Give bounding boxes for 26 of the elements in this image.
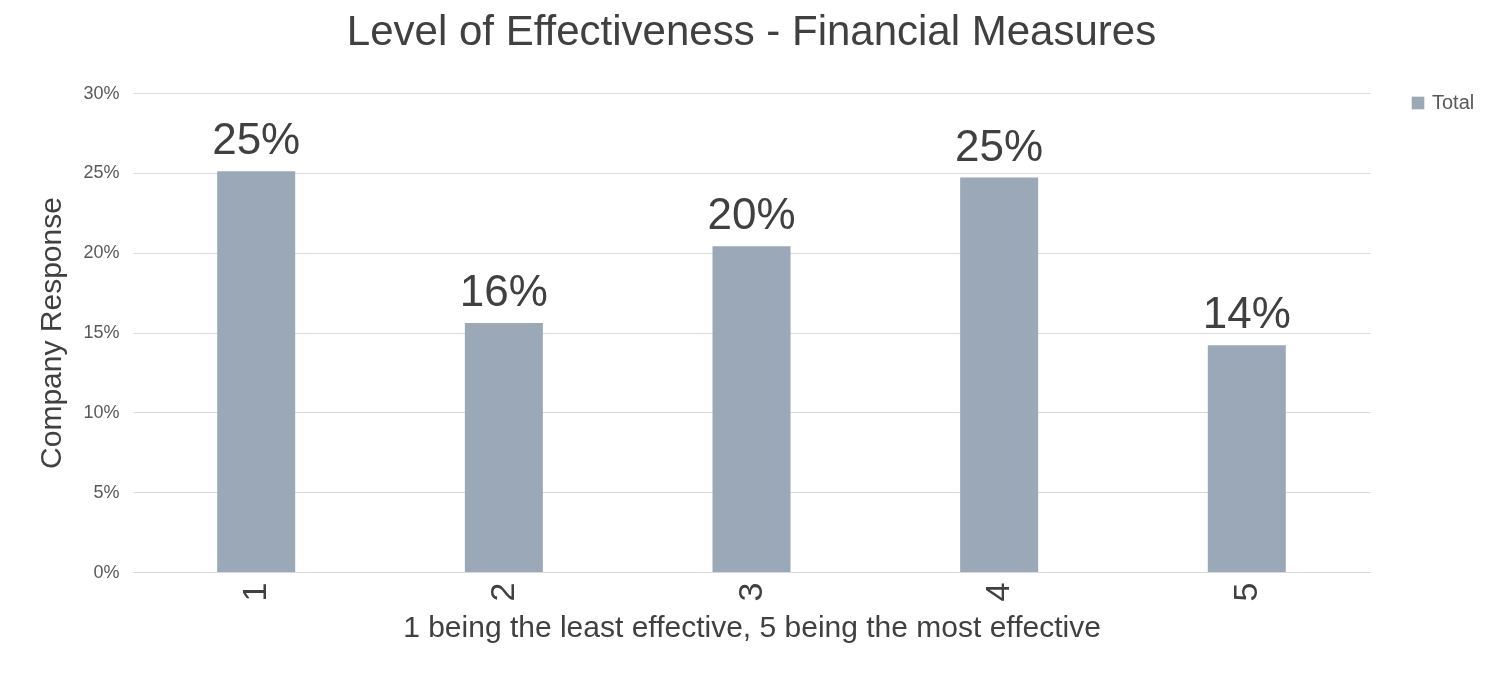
- y-axis-title: Company Response: [34, 197, 68, 469]
- x-tick-label: 1: [235, 582, 274, 602]
- y-tick-label: 15%: [83, 322, 120, 342]
- bar: [464, 322, 543, 572]
- bar: [217, 171, 296, 572]
- y-tick-label: 0%: [93, 561, 120, 582]
- x-tick-label: 2: [482, 582, 521, 602]
- y-tick-label: 25%: [83, 162, 120, 183]
- y-tick-label: 10%: [83, 401, 120, 422]
- bar: [712, 246, 791, 572]
- data-label: 14%: [1202, 288, 1291, 338]
- data-label: 25%: [212, 114, 301, 164]
- bar: [1207, 345, 1286, 572]
- x-axis-title: 1 being the least effective, 5 being the most effective: [403, 610, 1101, 644]
- data-label: 25%: [955, 120, 1044, 170]
- bar: [960, 177, 1039, 572]
- data-label: 16%: [459, 265, 548, 315]
- x-tick-label: 4: [978, 582, 1017, 602]
- y-tick-label: 20%: [83, 242, 120, 263]
- legend-label: Total: [1432, 91, 1475, 113]
- x-tick-label: 5: [1225, 582, 1264, 602]
- y-tick-label: 30%: [83, 82, 120, 103]
- data-label: 20%: [707, 189, 796, 239]
- chart-title: Level of Effectiveness - Financial Measures: [346, 7, 1157, 54]
- y-tick-label: 5%: [93, 481, 120, 502]
- x-tick-label: 3: [730, 582, 769, 602]
